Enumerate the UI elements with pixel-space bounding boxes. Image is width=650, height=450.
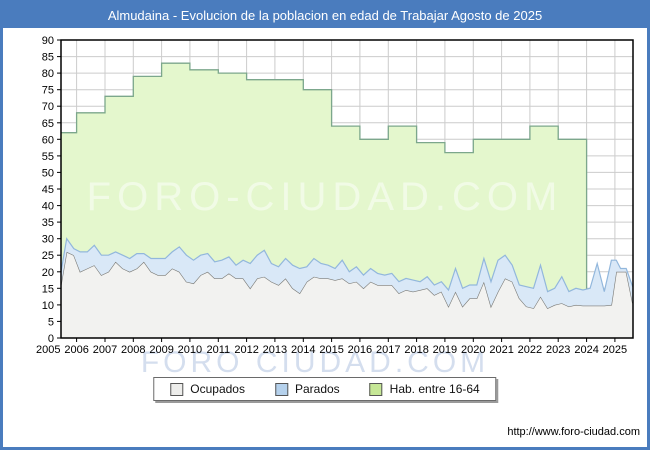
chart-canvas: FORO-CIUDAD.COM FORO CIUDAD.COM 2005 2006…: [36, 35, 634, 379]
svg-text:2012: 2012: [234, 344, 258, 356]
svg-text:2006: 2006: [64, 344, 88, 356]
svg-text:25: 25: [42, 250, 54, 262]
legend: Ocupados Parados Hab. entre 16-64: [153, 377, 497, 401]
legend-swatch-hab: [369, 382, 383, 396]
legend-label-parados: Parados: [294, 382, 340, 396]
svg-text:2016: 2016: [348, 344, 372, 356]
svg-text:20: 20: [42, 267, 54, 279]
svg-text:2018: 2018: [404, 344, 428, 356]
svg-text:35: 35: [42, 217, 54, 229]
svg-text:70: 70: [42, 101, 54, 113]
svg-text:2024: 2024: [574, 344, 598, 356]
svg-text:40: 40: [42, 201, 54, 213]
svg-text:2023: 2023: [546, 344, 570, 356]
svg-text:45: 45: [42, 184, 54, 196]
svg-text:10: 10: [42, 300, 54, 312]
svg-text:2011: 2011: [206, 344, 230, 356]
svg-text:2009: 2009: [149, 344, 173, 356]
svg-text:2013: 2013: [263, 344, 287, 356]
svg-text:2015: 2015: [319, 344, 343, 356]
svg-text:15: 15: [42, 283, 54, 295]
legend-item-parados: Parados: [274, 382, 340, 396]
svg-text:2019: 2019: [433, 344, 457, 356]
svg-text:75: 75: [42, 85, 54, 97]
svg-text:2025: 2025: [603, 344, 627, 356]
svg-text:50: 50: [42, 167, 54, 179]
svg-text:65: 65: [42, 118, 54, 130]
svg-text:2020: 2020: [461, 344, 485, 356]
svg-text:2005: 2005: [36, 344, 60, 356]
svg-text:2017: 2017: [376, 344, 400, 356]
page-title: Almudaina - Evolucion de la poblacion en…: [107, 8, 543, 23]
legend-item-ocupados: Ocupados: [170, 382, 245, 396]
svg-text:2010: 2010: [178, 344, 202, 356]
svg-text:90: 90: [42, 35, 54, 47]
svg-text:55: 55: [42, 151, 54, 163]
axis-ticks: [57, 39, 616, 342]
svg-text:80: 80: [42, 68, 54, 80]
svg-text:2021: 2021: [489, 344, 513, 356]
svg-text:2014: 2014: [291, 344, 315, 356]
legend-swatch-ocupados: [170, 382, 184, 396]
svg-text:60: 60: [42, 134, 54, 146]
svg-text:30: 30: [42, 234, 54, 246]
legend-label-ocupados: Ocupados: [190, 382, 245, 396]
legend-label-hab: Hab. entre 16-64: [389, 382, 480, 396]
svg-text:2008: 2008: [121, 344, 145, 356]
y-axis-labels: 0 5 10 15 20 25 30 35 40 45 50 55 60 65 70 75 80 85 90: [42, 35, 54, 345]
footer-url: http://www.foro-ciudad.com: [507, 426, 640, 438]
axis-watermark: FORO CIUDAD.COM: [141, 346, 489, 379]
legend-swatch-parados: [274, 382, 288, 396]
x-axis-labels: 2005 2006 2007 2008 2009 2010 2011 2012 2013 2014…: [36, 344, 627, 356]
svg-text:5: 5: [48, 316, 54, 328]
svg-text:2022: 2022: [518, 344, 542, 356]
svg-text:2007: 2007: [93, 344, 117, 356]
title-bar: Almudaina - Evolucion de la poblacion en…: [3, 3, 647, 28]
series-parados: [60, 237, 634, 309]
svg-text:0: 0: [48, 333, 54, 345]
legend-item-hab: Hab. entre 16-64: [369, 382, 480, 396]
plot-watermark: FORO-CIUDAD.COM: [87, 175, 564, 219]
svg-text:85: 85: [42, 52, 54, 64]
